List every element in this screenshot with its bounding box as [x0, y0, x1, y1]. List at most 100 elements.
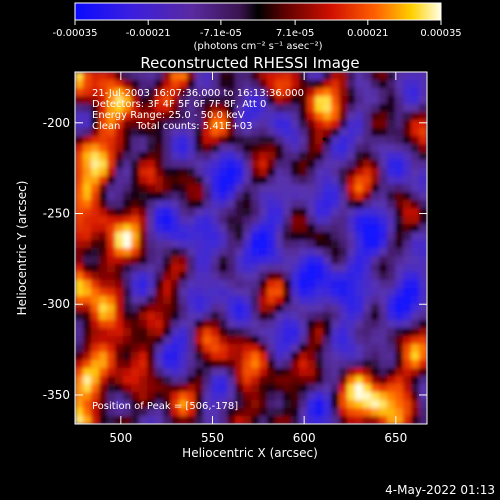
heatmap-cell [267, 208, 276, 217]
heatmap-cell [131, 248, 140, 257]
heatmap-cell [323, 240, 332, 249]
heatmap-cell [395, 184, 404, 193]
heatmap-cell [115, 144, 124, 153]
heatmap-cell [323, 184, 332, 193]
heatmap-cell [227, 88, 236, 97]
heatmap-cell [299, 360, 308, 369]
heatmap-cell [171, 80, 180, 89]
heatmap-cell [355, 176, 364, 185]
heatmap-cell [195, 272, 204, 281]
heatmap-cell [115, 328, 124, 337]
heatmap-cell [283, 368, 292, 377]
heatmap-cell [403, 168, 412, 177]
heatmap-cell [115, 232, 124, 241]
heatmap-cell [363, 240, 372, 249]
heatmap-cell [163, 136, 172, 145]
heatmap-cell [275, 296, 284, 305]
heatmap-cell [323, 336, 332, 345]
heatmap-cell [291, 88, 300, 97]
heatmap-cell [131, 264, 140, 273]
heatmap-cell [131, 352, 140, 361]
heatmap-cell [331, 112, 340, 121]
heatmap-cell [363, 336, 372, 345]
heatmap-cell [83, 224, 92, 233]
heatmap-cell [291, 360, 300, 369]
heatmap-cell [75, 224, 84, 233]
heatmap-cell [379, 408, 388, 417]
heatmap-cell [139, 248, 148, 257]
heatmap-cell [323, 408, 332, 417]
heatmap-cell [171, 336, 180, 345]
heatmap-cell [123, 368, 132, 377]
heatmap-cell [419, 144, 427, 153]
heatmap-cell [147, 296, 156, 305]
heatmap-cell [123, 408, 132, 417]
heatmap-cell [323, 272, 332, 281]
heatmap-cell [147, 72, 156, 81]
heatmap-cell [131, 80, 140, 89]
heatmap-cell [411, 120, 420, 129]
heatmap-cell [275, 392, 284, 401]
heatmap-cell [75, 344, 84, 353]
heatmap-cell [331, 264, 340, 273]
heatmap-cell [115, 272, 124, 281]
heatmap-cell [139, 168, 148, 177]
heatmap-cell [339, 344, 348, 353]
heatmap-cell [99, 312, 108, 321]
heatmap-cell [139, 128, 148, 137]
heatmap-cell [363, 120, 372, 129]
heatmap-cell [419, 312, 427, 321]
heatmap-cell [187, 304, 196, 313]
heatmap-cell [387, 328, 396, 337]
heatmap-cell [347, 312, 356, 321]
heatmap-cell [131, 104, 140, 113]
heatmap-cell [211, 416, 220, 424]
heatmap-cell [267, 168, 276, 177]
heatmap-cell [411, 240, 420, 249]
heatmap-cell [219, 136, 228, 145]
heatmap-cell [75, 96, 84, 105]
heatmap-cell [419, 360, 427, 369]
heatmap-cell [395, 216, 404, 225]
heatmap-cell [91, 120, 100, 129]
heatmap-cell [275, 368, 284, 377]
heatmap-cell [339, 200, 348, 209]
heatmap-cell [227, 288, 236, 297]
heatmap-cell [363, 272, 372, 281]
heatmap-cell [307, 144, 316, 153]
heatmap-cell [219, 248, 228, 257]
heatmap-cell [219, 88, 228, 97]
heatmap-cell [411, 376, 420, 385]
heatmap-cell [83, 368, 92, 377]
heatmap-cell [227, 264, 236, 273]
heatmap-cell [379, 280, 388, 289]
heatmap-cell [267, 248, 276, 257]
heatmap-cell [155, 200, 164, 209]
heatmap-cell [339, 272, 348, 281]
heatmap-cell [347, 328, 356, 337]
heatmap-cell [203, 272, 212, 281]
heatmap-cell [75, 216, 84, 225]
heatmap-cell [355, 400, 364, 409]
heatmap-cell [403, 176, 412, 185]
info-line: Energy Range: 25.0 - 50.0 keV [92, 110, 245, 121]
heatmap-cell [291, 328, 300, 337]
heatmap-cell [411, 328, 420, 337]
heatmap-cell [371, 384, 380, 393]
heatmap-cell [211, 392, 220, 401]
heatmap-cell [259, 192, 268, 201]
heatmap-cell [163, 328, 172, 337]
heatmap-cell [339, 248, 348, 257]
heatmap-cell [299, 328, 308, 337]
heatmap-cell [155, 232, 164, 241]
heatmap-cell [291, 208, 300, 217]
heatmap-cell [123, 120, 132, 129]
heatmap-cell [299, 88, 308, 97]
heatmap-cell [395, 328, 404, 337]
heatmap-cell [219, 304, 228, 313]
heatmap-cell [187, 256, 196, 265]
heatmap-cell [323, 392, 332, 401]
heatmap-cell [331, 376, 340, 385]
heatmap-cell [75, 352, 84, 361]
heatmap-cell [203, 216, 212, 225]
